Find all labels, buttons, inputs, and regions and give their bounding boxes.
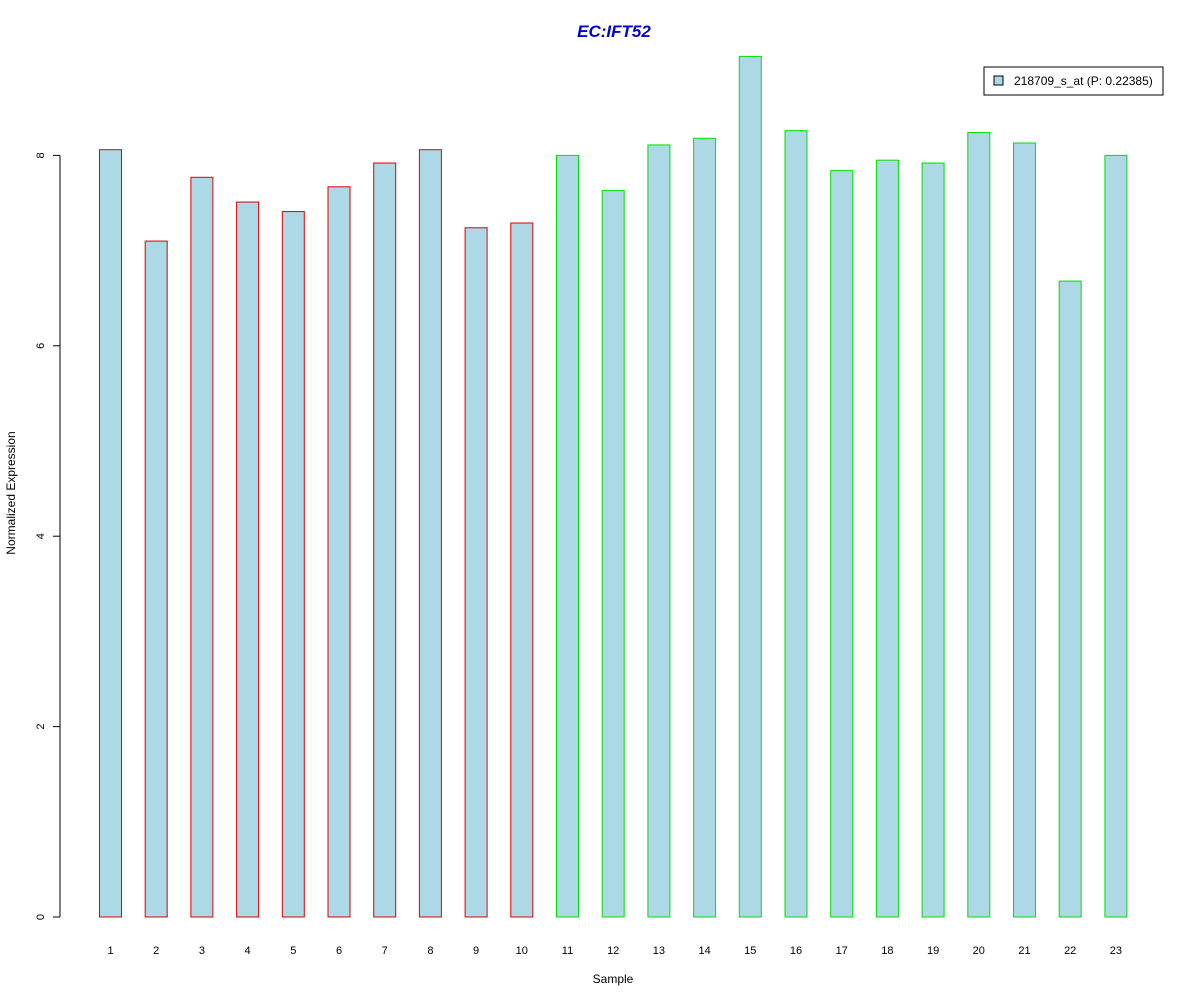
bar [510,222,534,918]
y-tick-label: 0 [35,914,47,920]
bar [738,55,762,918]
x-tick-label: 9 [473,945,479,957]
legend: 218709_s_at (P: 0.22385) [983,66,1164,96]
x-tick-label: 2 [153,945,159,957]
y-tick-label: 6 [35,343,47,349]
bar [281,211,305,918]
y-axis: 0 2 4 6 8 [35,152,61,920]
bar [556,154,579,918]
bar [875,159,899,918]
x-tick-labels: 1 2 3 4 5 6 7 8 9 10 11 12 13 14 15 16 17 18 19 20 21 22 23 [107,945,1122,957]
bar [921,162,945,918]
legend-swatch [993,75,1004,86]
bars-group [99,55,1128,918]
bar [464,227,488,918]
x-tick-label: 18 [881,945,893,957]
bar [967,132,991,918]
bar [373,162,397,918]
x-tick-label: 23 [1110,945,1122,957]
bar [830,170,854,918]
y-tick-label: 2 [35,724,47,730]
bar [190,176,214,918]
bar [693,137,717,918]
bar [1058,280,1082,918]
x-tick-label: 4 [245,945,251,957]
y-tick-label: 8 [35,152,47,158]
chart-title: EC:IFT52 [577,22,651,41]
x-tick-label: 20 [973,945,985,957]
legend-label: 218709_s_at (P: 0.22385) [1014,74,1153,88]
x-tick-label: 15 [744,945,756,957]
legend-box [983,66,1164,96]
x-tick-label: 7 [382,945,388,957]
x-tick-label: 21 [1018,945,1030,957]
x-tick-label: 10 [516,945,528,957]
x-tick-label: 3 [199,945,205,957]
x-tick-label: 19 [927,945,939,957]
bar [236,201,260,918]
bar [144,240,168,918]
x-tick-label: 22 [1064,945,1076,957]
y-axis-label: Normalized Expression [4,431,18,554]
y-tick-label: 4 [35,533,47,539]
bar [99,149,122,918]
bar [418,149,442,918]
bar [1104,154,1128,918]
x-axis-label: Sample [593,972,634,986]
x-tick-label: 11 [562,945,573,957]
bar [601,190,625,918]
bar [327,186,351,918]
x-tick-label: 14 [698,945,710,957]
bar [784,130,808,918]
x-tick-label: 13 [653,945,665,957]
x-tick-label: 5 [290,945,296,957]
x-tick-label: 6 [336,945,342,957]
x-tick-label: 17 [836,945,848,957]
x-tick-label: 8 [427,945,433,957]
x-tick-label: 16 [790,945,802,957]
x-tick-label: 1 [107,945,113,957]
x-tick-label: 12 [607,945,619,957]
bar [1013,142,1036,918]
bar [647,144,671,918]
